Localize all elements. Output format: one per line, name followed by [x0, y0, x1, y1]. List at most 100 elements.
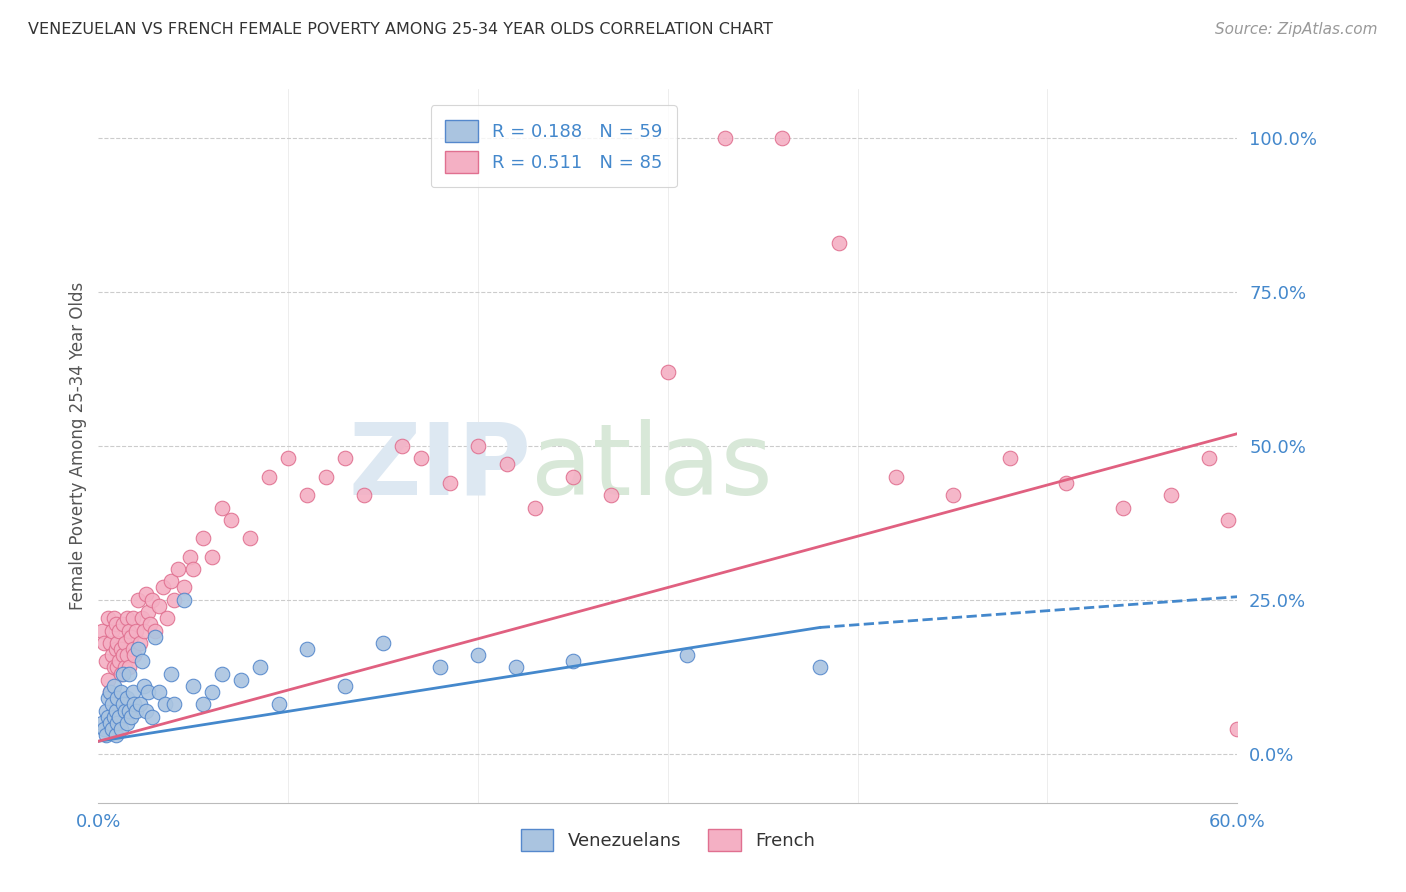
Point: [121, 611, 143, 625]
Point: [183, 679, 205, 693]
Point: [112, 698, 135, 712]
Point: [153, 698, 176, 712]
Point: [353, 488, 375, 502]
Point: [97, 709, 120, 723]
Point: [97, 611, 120, 625]
Point: [129, 698, 152, 712]
Point: [505, 660, 527, 674]
Point: [770, 131, 793, 145]
Point: [100, 698, 122, 712]
Point: [239, 531, 262, 545]
Point: [104, 704, 127, 718]
Point: [100, 648, 122, 662]
Point: [1112, 500, 1135, 515]
Point: [118, 624, 141, 638]
Legend: Venezuelans, French: Venezuelans, French: [513, 822, 823, 858]
Point: [114, 660, 136, 674]
Point: [229, 673, 252, 687]
Point: [259, 469, 281, 483]
Point: [132, 624, 155, 638]
Point: [94, 704, 117, 718]
Point: [467, 648, 489, 662]
Point: [159, 666, 181, 681]
Point: [103, 679, 125, 693]
Point: [103, 660, 125, 674]
Point: [107, 691, 129, 706]
Point: [129, 636, 152, 650]
Point: [124, 698, 146, 712]
Point: [93, 722, 115, 736]
Point: [121, 685, 143, 699]
Point: [115, 691, 138, 706]
Point: [267, 698, 290, 712]
Point: [108, 624, 131, 638]
Point: [100, 722, 122, 736]
Point: [600, 488, 623, 502]
Point: [145, 624, 167, 638]
Point: [676, 648, 699, 662]
Point: [173, 581, 195, 595]
Point: [179, 549, 201, 564]
Point: [148, 599, 170, 613]
Point: [107, 715, 129, 730]
Point: [828, 235, 851, 250]
Point: [173, 592, 195, 607]
Point: [135, 704, 157, 718]
Text: Source: ZipAtlas.com: Source: ZipAtlas.com: [1215, 22, 1378, 37]
Point: [1216, 513, 1239, 527]
Point: [114, 704, 136, 718]
Point: [335, 451, 357, 466]
Point: [98, 685, 121, 699]
Point: [104, 617, 127, 632]
Point: [120, 709, 142, 723]
Point: [118, 660, 141, 674]
Text: atlas: atlas: [531, 419, 773, 516]
Point: [495, 458, 517, 472]
Point: [942, 488, 965, 502]
Point: [136, 605, 159, 619]
Point: [114, 636, 136, 650]
Point: [201, 549, 224, 564]
Point: [141, 592, 163, 607]
Point: [1226, 722, 1249, 736]
Point: [808, 660, 831, 674]
Point: [315, 469, 337, 483]
Point: [135, 587, 157, 601]
Point: [120, 630, 142, 644]
Point: [211, 500, 233, 515]
Point: [141, 709, 163, 723]
Point: [98, 685, 121, 699]
Point: [148, 685, 170, 699]
Point: [125, 704, 148, 718]
Point: [131, 611, 153, 625]
Point: [191, 531, 214, 545]
Point: [249, 660, 271, 674]
Point: [108, 654, 131, 668]
Point: [115, 648, 138, 662]
Point: [163, 592, 186, 607]
Y-axis label: Female Poverty Among 25-34 Year Olds: Female Poverty Among 25-34 Year Olds: [69, 282, 87, 610]
Point: [562, 469, 585, 483]
Point: [1246, 488, 1268, 502]
Point: [110, 685, 132, 699]
Point: [467, 439, 489, 453]
Point: [159, 574, 181, 589]
Point: [112, 648, 135, 662]
Point: [112, 666, 135, 681]
Point: [167, 562, 190, 576]
Point: [121, 642, 143, 657]
Point: [104, 642, 127, 657]
Point: [183, 562, 205, 576]
Point: [439, 475, 461, 490]
Point: [429, 660, 451, 674]
Point: [191, 698, 214, 712]
Point: [211, 666, 233, 681]
Point: [97, 691, 120, 706]
Point: [391, 439, 413, 453]
Point: [221, 513, 243, 527]
Point: [98, 636, 121, 650]
Point: [277, 451, 299, 466]
Point: [562, 654, 585, 668]
Point: [94, 654, 117, 668]
Point: [93, 636, 115, 650]
